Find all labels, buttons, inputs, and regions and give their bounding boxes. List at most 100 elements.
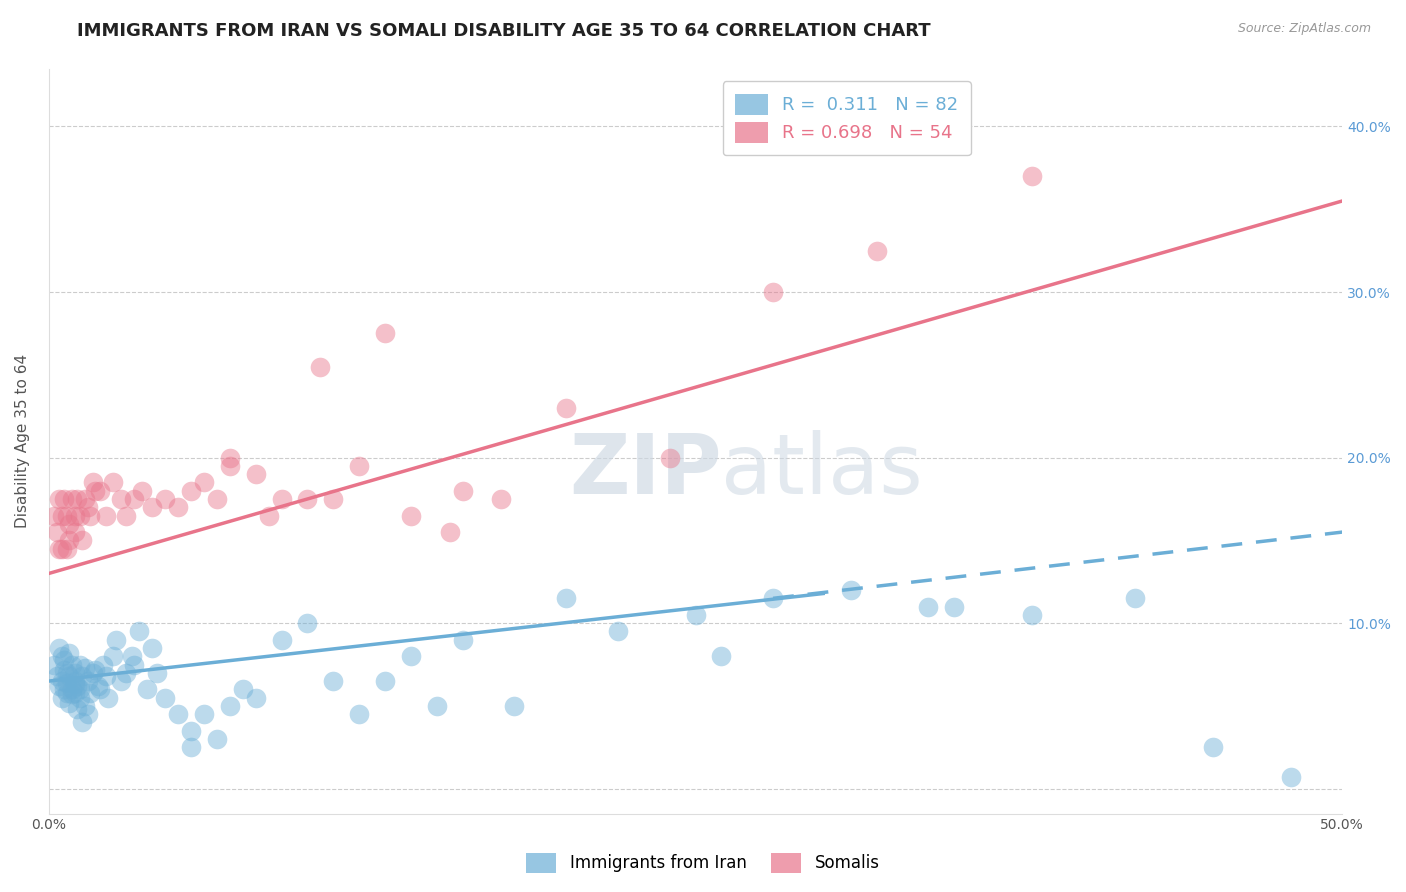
Point	[73, 661, 96, 675]
Point	[503, 698, 526, 713]
Point	[257, 508, 280, 523]
Text: ZIP: ZIP	[569, 430, 721, 511]
Point	[1279, 770, 1302, 784]
Point	[205, 732, 228, 747]
Point	[426, 698, 449, 713]
Point	[297, 491, 319, 506]
Point	[42, 657, 65, 672]
Point	[103, 649, 125, 664]
Point	[245, 467, 267, 482]
Point	[122, 491, 145, 506]
Point	[94, 669, 117, 683]
Point	[63, 525, 86, 540]
Point	[56, 541, 79, 556]
Point	[48, 679, 70, 693]
Point	[66, 679, 89, 693]
Point	[115, 665, 138, 680]
Point	[167, 500, 190, 515]
Point	[374, 326, 396, 341]
Point	[122, 657, 145, 672]
Point	[53, 682, 76, 697]
Point	[218, 450, 240, 465]
Point	[60, 682, 83, 697]
Point	[76, 707, 98, 722]
Point	[762, 285, 785, 299]
Point	[76, 500, 98, 515]
Point	[51, 690, 73, 705]
Point	[56, 675, 79, 690]
Point	[439, 525, 461, 540]
Point	[69, 690, 91, 705]
Point	[606, 624, 628, 639]
Point	[1021, 169, 1043, 183]
Text: IMMIGRANTS FROM IRAN VS SOMALI DISABILITY AGE 35 TO 64 CORRELATION CHART: IMMIGRANTS FROM IRAN VS SOMALI DISABILIT…	[77, 22, 931, 40]
Point	[82, 475, 104, 490]
Point	[1123, 591, 1146, 606]
Point	[374, 674, 396, 689]
Point	[1021, 607, 1043, 622]
Point	[491, 491, 513, 506]
Point	[347, 458, 370, 473]
Point	[48, 491, 70, 506]
Point	[245, 690, 267, 705]
Point	[69, 682, 91, 697]
Point	[60, 491, 83, 506]
Point	[193, 707, 215, 722]
Point	[63, 677, 86, 691]
Point	[399, 649, 422, 664]
Point	[53, 652, 76, 666]
Point	[51, 674, 73, 689]
Legend: R =  0.311   N = 82, R = 0.698   N = 54: R = 0.311 N = 82, R = 0.698 N = 54	[723, 81, 972, 155]
Point	[84, 663, 107, 677]
Point	[322, 491, 344, 506]
Point	[270, 632, 292, 647]
Point	[218, 458, 240, 473]
Point	[555, 591, 578, 606]
Point	[399, 508, 422, 523]
Point	[146, 665, 169, 680]
Point	[193, 475, 215, 490]
Point	[141, 640, 163, 655]
Point	[131, 483, 153, 498]
Point	[136, 682, 159, 697]
Point	[69, 508, 91, 523]
Point	[865, 244, 887, 258]
Point	[58, 696, 80, 710]
Point	[87, 679, 110, 693]
Point	[48, 640, 70, 655]
Point	[48, 541, 70, 556]
Point	[73, 491, 96, 506]
Point	[89, 483, 111, 498]
Point	[297, 616, 319, 631]
Point	[110, 674, 132, 689]
Point	[58, 669, 80, 683]
Point	[153, 690, 176, 705]
Point	[89, 682, 111, 697]
Point	[63, 665, 86, 680]
Point	[66, 702, 89, 716]
Point	[205, 491, 228, 506]
Point	[917, 599, 939, 614]
Point	[110, 491, 132, 506]
Point	[79, 686, 101, 700]
Point	[45, 525, 67, 540]
Point	[63, 686, 86, 700]
Point	[115, 508, 138, 523]
Point	[762, 591, 785, 606]
Point	[167, 707, 190, 722]
Point	[232, 682, 254, 697]
Point	[51, 541, 73, 556]
Point	[51, 649, 73, 664]
Point	[943, 599, 966, 614]
Point	[73, 698, 96, 713]
Point	[53, 491, 76, 506]
Point	[72, 669, 94, 683]
Legend: Immigrants from Iran, Somalis: Immigrants from Iran, Somalis	[520, 847, 886, 880]
Point	[322, 674, 344, 689]
Point	[45, 669, 67, 683]
Point	[56, 665, 79, 680]
Point	[218, 698, 240, 713]
Point	[56, 508, 79, 523]
Point	[63, 508, 86, 523]
Point	[270, 491, 292, 506]
